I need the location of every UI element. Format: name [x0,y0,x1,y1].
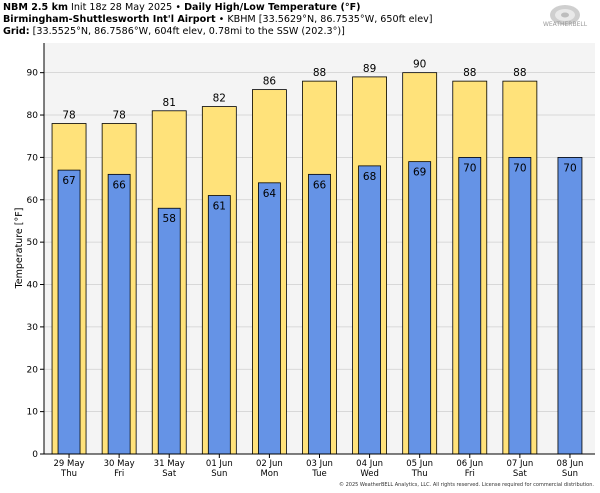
low-value-label: 68 [363,171,376,183]
x-tick-day: Sat [513,469,528,479]
x-tick-date: 05 Jun [406,459,433,469]
x-tick-date: 01 Jun [206,459,233,469]
x-tick-date: 07 Jun [506,459,533,469]
low-value-label: 66 [313,179,327,191]
high-value-label: 86 [263,76,277,88]
high-value-label: 82 [213,93,226,105]
x-tick-day: Fri [114,469,124,479]
x-tick-day: Fri [465,469,475,479]
high-value-label: 88 [313,67,326,79]
low-bar [557,157,583,455]
low-value-label: 70 [513,162,526,174]
low-value-label: 61 [213,201,226,213]
high-value-label: 78 [62,110,75,122]
x-tick-date: 30 May [104,459,135,469]
low-value-label: 66 [112,179,126,191]
chart-title: Daily High/Low Temperature (°F) [184,2,361,13]
x-tick-date: 03 Jun [306,459,333,469]
y-axis-label: Temperature [°F] [14,208,25,290]
x-tick-day: Sat [162,469,177,479]
high-value-label: 89 [363,63,376,75]
grid-label: Grid: [3,26,30,37]
low-bar [258,182,281,455]
low-value-label: 69 [413,167,426,179]
y-tick-label: 40 [27,281,39,291]
low-value-label: 67 [62,175,75,187]
y-tick-label: 90 [27,69,39,79]
low-value-label: 70 [463,162,476,174]
weatherbell-logo: WEATHERBELL [543,5,588,28]
low-bar [207,195,231,455]
y-tick-label: 60 [27,196,39,206]
x-tick-day: Thu [60,469,77,479]
high-value-label: 88 [463,67,476,79]
x-tick-date: 02 Jun [256,459,283,469]
header-line-3: Grid: [33.5525°N, 86.7586°W, 604ft elev,… [3,26,345,37]
high-value-label: 81 [163,97,176,109]
header-separator: • [175,2,181,13]
high-value-label: 78 [112,110,125,122]
y-tick-labels: 0 10 20 30 40 50 60 70 80 90 [27,69,44,460]
low-value-label: 64 [263,188,277,200]
station-name: Birmingham-Shuttlesworth Int'l Airport [3,14,216,25]
model-name: NBM 2.5 km [3,2,68,13]
low-bar [408,161,432,455]
y-tick-label: 70 [27,153,39,163]
high-value-label: 90 [413,59,426,71]
low-bar [157,207,181,455]
low-bar [308,173,331,455]
x-tick-date: 06 Jun [456,459,483,469]
x-tick-day: Sun [562,469,578,479]
y-tick-label: 10 [27,408,39,418]
low-value-label: 58 [163,213,176,225]
header-line-2: Birmingham-Shuttlesworth Int'l Airport •… [3,14,433,25]
low-bar [57,169,81,455]
x-tick-date: 08 Jun [557,459,584,469]
x-tick-date: 31 May [154,459,185,469]
low-value-label: 70 [563,162,576,174]
y-tick-label: 80 [27,111,39,121]
x-tick-day: Mon [260,469,278,479]
x-tick-date: 04 Jun [356,459,383,469]
x-tick-day: Tue [311,469,327,479]
low-bar [358,165,381,455]
x-tick-day: Wed [360,469,379,479]
init-time: Init 18z 28 May 2025 [71,2,173,13]
high-labels: 78 78 81 82 86 88 89 90 88 88 [62,59,526,122]
logo-globe-icon [550,5,580,25]
low-bar [458,157,482,455]
y-tick-label: 0 [32,450,38,460]
y-tick-label: 30 [27,323,39,333]
low-bar [508,157,532,455]
high-value-label: 88 [513,67,526,79]
low-labels: 67 66 58 61 64 66 68 69 70 70 70 [62,162,576,225]
copyright-notice: © 2025 WeatherBELL Analytics, LLC. All r… [339,482,594,488]
y-tick-label: 20 [27,365,39,375]
x-tick-day: Thu [411,469,428,479]
station-coords: • KBHM [33.5629°N, 86.7535°W, 650ft elev… [218,14,433,25]
x-tick-date: 29 May [53,459,84,469]
low-bars [57,157,583,455]
logo-wordmark: WEATHERBELL [543,21,588,28]
low-bar [107,173,131,455]
header-line-1: NBM 2.5 km Init 18z 28 May 2025 • Daily … [3,2,361,13]
y-tick-label: 50 [27,238,39,248]
grid-coords: [33.5525°N, 86.7586°W, 604ft elev, 0.78m… [32,26,345,37]
x-tick-day: Sun [211,469,227,479]
